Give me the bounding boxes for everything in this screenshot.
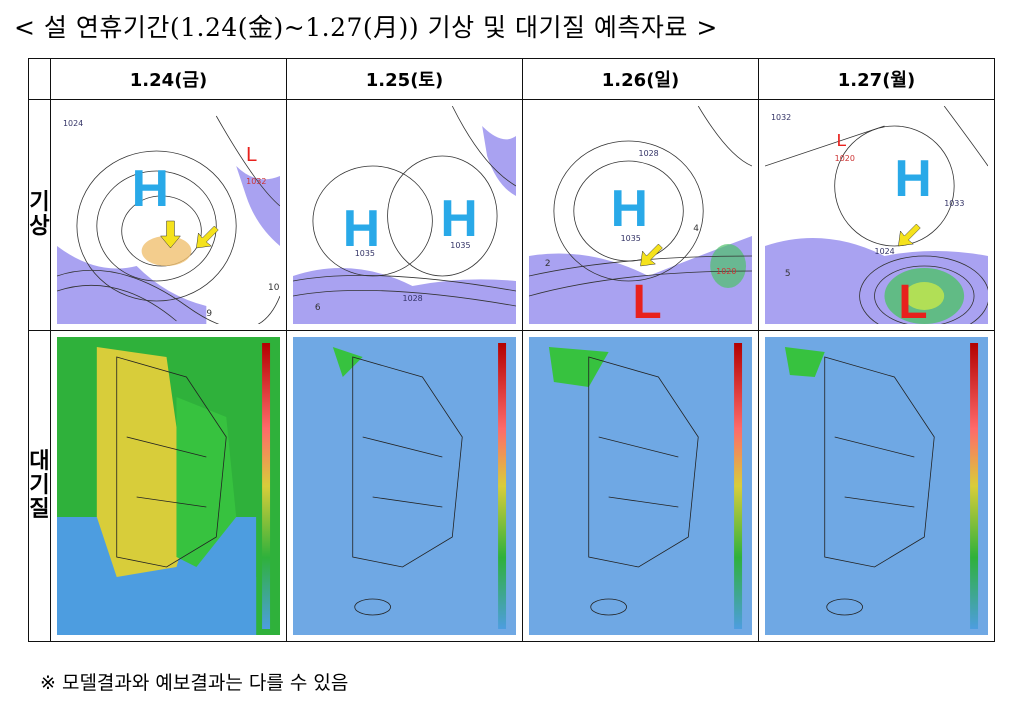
svg-text:2: 2: [545, 259, 551, 269]
svg-text:1028: 1028: [403, 294, 423, 303]
svg-text:L: L: [246, 144, 257, 166]
svg-text:1032: 1032: [246, 177, 266, 186]
weather-map-1: H L 1024 1032 10 9: [57, 106, 280, 324]
air-quality-map-4: [765, 337, 988, 635]
svg-text:10: 10: [268, 283, 280, 293]
header-row: 1.24(금) 1.25(토) 1.26(일) 1.27(월): [28, 58, 995, 100]
svg-text:H: H: [440, 189, 477, 247]
air-quality-map-3: [529, 337, 752, 635]
weather-map-3: H L 1028 1035 1020 2 4: [529, 106, 752, 324]
svg-text:L: L: [898, 276, 927, 324]
svg-text:L: L: [633, 276, 662, 324]
weather-map-4: H L L 1032 1020 1024 1033 5: [765, 106, 988, 324]
footnote: ※ 모델결과와 예보결과는 다를 수 있음: [40, 672, 349, 694]
svg-text:5: 5: [785, 269, 791, 279]
column-header-3: 1.26(일): [522, 58, 759, 100]
svg-text:1035: 1035: [450, 241, 470, 250]
svg-text:H: H: [611, 179, 648, 237]
svg-text:4: 4: [693, 224, 699, 234]
air-quality-map-2: [293, 337, 516, 635]
svg-text:1032: 1032: [771, 113, 791, 122]
column-header-1: 1.24(금): [50, 58, 287, 100]
weather-map-2: H H 1035 1035 1028 6: [293, 106, 516, 324]
svg-text:1020: 1020: [835, 154, 855, 163]
air-quality-map-1: [57, 337, 280, 635]
svg-text:1035: 1035: [355, 249, 375, 258]
column-header-4: 1.27(월): [758, 58, 995, 100]
svg-text:H: H: [132, 159, 169, 217]
svg-text:1024: 1024: [63, 119, 83, 128]
svg-text:L: L: [837, 130, 847, 150]
svg-text:9: 9: [206, 309, 212, 319]
svg-text:1020: 1020: [716, 267, 736, 276]
svg-text:6: 6: [315, 303, 321, 313]
page-title: < 설 연휴기간(1.24(金)~1.27(月)) 기상 및 대기질 예측자료 …: [14, 13, 718, 42]
svg-text:1024: 1024: [875, 247, 895, 256]
svg-text:H: H: [894, 149, 931, 207]
svg-text:1033: 1033: [944, 199, 964, 208]
svg-text:H: H: [343, 199, 380, 257]
corner-cell: [28, 58, 51, 100]
column-header-2: 1.25(토): [286, 58, 523, 100]
svg-text:1035: 1035: [621, 234, 641, 243]
svg-text:1028: 1028: [639, 149, 659, 158]
